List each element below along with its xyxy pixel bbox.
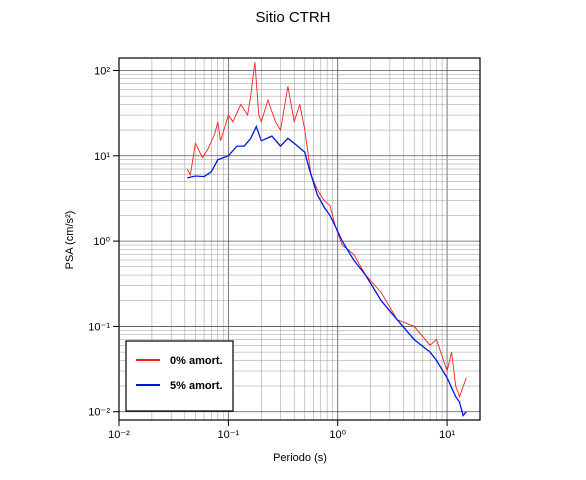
plot-frame xyxy=(118,57,481,421)
series-line xyxy=(186,62,467,399)
x-tick-label: 10⁻¹ xyxy=(218,429,240,441)
y-tick-label: 10¹ xyxy=(94,151,110,163)
y-axis-label: PSA (cm/s²) xyxy=(64,211,76,270)
series-line xyxy=(187,124,467,417)
legend-label: 5% amort. xyxy=(170,380,223,392)
y-tick-label: 10⁻² xyxy=(88,407,110,419)
x-tick-label: 10⁰ xyxy=(329,429,346,441)
legend-box xyxy=(125,340,234,412)
y-tick-label: 10⁰ xyxy=(93,236,110,248)
x-axis-label: Periodo (s) xyxy=(273,452,327,464)
x-tick-label: 10⁻² xyxy=(108,429,130,441)
y-tick-label: 10² xyxy=(94,65,110,77)
y-tick-label: 10⁻¹ xyxy=(88,321,110,333)
legend-label: 0% amort. xyxy=(170,355,223,367)
chart-title: Sitio CTRH xyxy=(255,9,330,26)
x-tick-label: 10¹ xyxy=(439,429,455,441)
